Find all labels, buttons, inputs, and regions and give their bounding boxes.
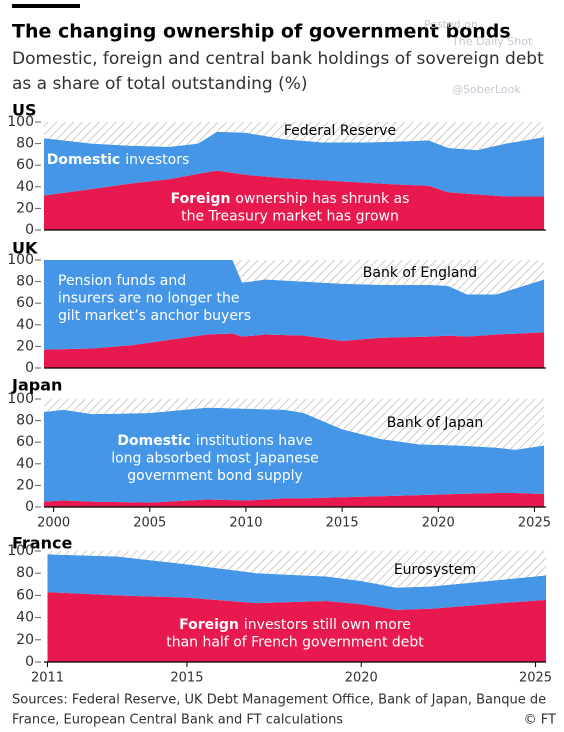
series-label: Eurosystem [394,562,476,578]
area [44,170,545,230]
annotation-text: the Treasury market has grown [181,209,399,225]
annotation: Foreign investors still own more [179,617,411,633]
annotation: the Treasury market has grown [181,209,399,225]
series-label: Bank of Japan [387,415,484,431]
annotation: government bond supply [127,468,303,484]
annotation-text: institutions have [196,433,313,449]
annotation-text: than half of French government debt [166,635,424,651]
y-tick-label: 40 [16,179,34,195]
annotation: Domestic investors [47,152,190,168]
y-tick-label: 80 [16,565,34,581]
annotation-text: investors still own more [244,617,411,633]
page-title: The changing ownership of government bon… [12,21,511,43]
x-tick-label: 2010 [229,516,262,531]
y-tick-label: 20 [16,632,34,648]
x-tick-label: 2011 [31,671,64,686]
y-tick-label: 60 [16,587,34,603]
x-tick-label: 2020 [345,671,378,686]
x-tick-label: 2015 [326,516,359,531]
annotation: than half of French government debt [166,635,424,651]
y-tick-label: 60 [16,295,34,311]
panel-title: US [12,101,37,120]
area [44,260,545,350]
area [44,407,545,503]
y-tick-label: 40 [16,610,34,626]
area [44,131,545,197]
panel-title: UK [12,239,38,258]
annotation-text: gilt market’s anchor buyers [58,308,251,324]
y-tick-label: 80 [16,136,34,152]
area [47,554,546,610]
annotation-text: long absorbed most Japanese [111,451,319,467]
annotation-text: insurers are no longer the [58,291,239,307]
annotation: long absorbed most Japanese [111,451,319,467]
area [44,260,545,295]
y-tick-label: 0 [25,499,34,515]
credit: © FT [524,713,556,728]
area [44,492,545,507]
y-tick-label: 0 [25,222,34,238]
annotation-bold: Foreign [171,191,231,207]
y-tick-label: 0 [25,360,34,376]
x-tick-label: 2025 [519,671,552,686]
source: Sources: Federal Reserve, UK Debt Manage… [12,693,546,708]
watermark: Posted on [424,18,478,31]
annotation-bold: Foreign [179,617,239,633]
y-tick-label: 0 [25,654,34,670]
annotation-text: Pension funds and [58,273,186,289]
annotation-text: investors [125,152,189,168]
y-tick-label: 20 [16,338,34,354]
annotation: Foreign ownership has shrunk as [171,191,410,207]
x-tick-label: 2020 [422,516,455,531]
annotation: Pension funds and [58,273,186,289]
title-bar [12,4,80,8]
y-tick-label: 100 [7,391,34,407]
y-tick-label: 80 [16,413,34,429]
source: France, European Central Bank and FT cal… [12,713,343,728]
subtitle: as a share of total outstanding (%) [12,74,308,94]
annotation: gilt market’s anchor buyers [58,308,251,324]
annotation-bold: Domestic [117,433,190,449]
y-tick-label: 20 [16,200,34,216]
y-tick-label: 60 [16,434,34,450]
y-tick-label: 100 [7,114,34,130]
annotation: insurers are no longer the [58,291,239,307]
y-tick-label: 60 [16,157,34,173]
x-tick-label: 2005 [133,516,166,531]
y-tick-label: 40 [16,317,34,333]
x-tick-label: 2000 [37,516,70,531]
annotation-text: government bond supply [127,468,303,484]
area [44,122,545,151]
y-tick-label: 20 [16,477,34,493]
annotation-text: ownership has shrunk as [235,191,409,207]
panel-title: France [12,534,72,553]
series-label: Bank of England [363,265,477,281]
watermark: The Daily Shot [451,35,533,48]
y-tick-label: 40 [16,456,34,472]
area [44,399,545,450]
annotation: Domestic institutions have [117,433,312,449]
x-tick-label: 2015 [170,671,203,686]
y-tick-label: 100 [7,543,34,559]
area [47,592,546,662]
y-tick-label: 100 [7,252,34,268]
x-tick-label: 2025 [518,516,551,531]
panel-title: Japan [11,376,62,395]
subtitle: Domestic, foreign and central bank holdi… [12,49,544,69]
area [47,551,546,588]
annotation-bold: Domestic [47,152,120,168]
y-tick-label: 80 [16,274,34,290]
watermark: @SoberLook [452,83,521,96]
series-label: Federal Reserve [284,123,396,139]
area [44,332,545,368]
